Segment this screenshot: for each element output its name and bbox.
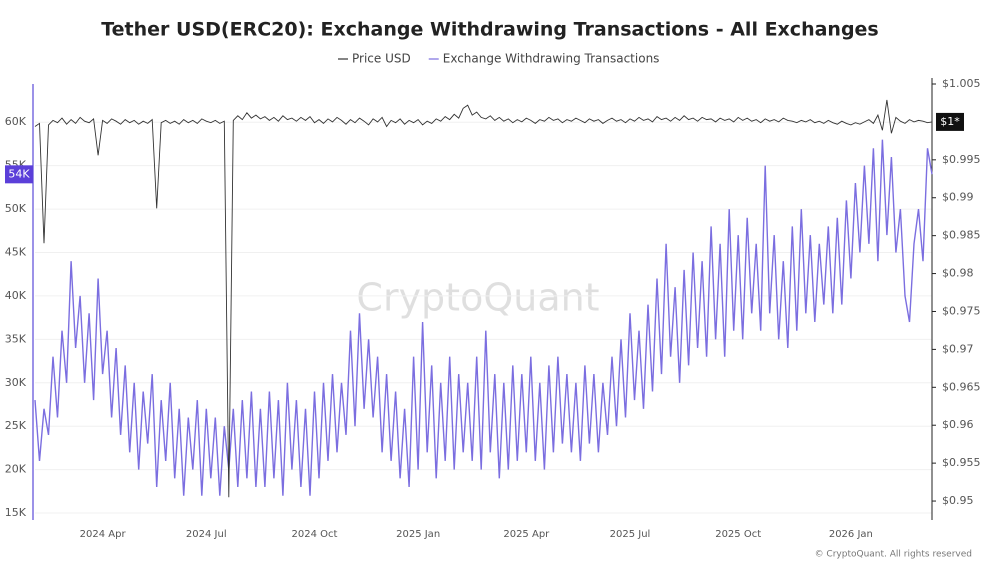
y2-tick-label: $0.97 — [942, 342, 974, 355]
y-tick-label: 15K — [5, 506, 27, 519]
y-tick-label: 30K — [5, 376, 27, 389]
y-tick-label: 40K — [5, 289, 27, 302]
x-tick-label: 2024 Jul — [186, 529, 227, 540]
value-badge-label: 54K — [8, 167, 30, 180]
x-tick-label: 2025 Apr — [503, 529, 550, 540]
y-tick-label: 60K — [5, 115, 27, 128]
x-tick-label: 2025 Jul — [610, 529, 651, 540]
x-tick-label: 2025 Oct — [715, 529, 761, 540]
y2-tick-label: $0.99 — [942, 191, 974, 204]
x-tick-label: 2025 Jan — [396, 529, 440, 540]
y2-tick-label: $0.96 — [942, 418, 974, 431]
y2-tick-label: $0.98 — [942, 267, 974, 280]
series-line — [34, 99, 933, 498]
y2-tick-label: $0.965 — [942, 380, 981, 393]
y-tick-label: 25K — [5, 419, 27, 432]
y-tick-label: 45K — [5, 245, 27, 258]
y2-tick-label: $0.975 — [942, 304, 981, 317]
value-badge — [5, 165, 33, 184]
legend-label: Price USD — [352, 52, 411, 66]
y-tick-label: 35K — [5, 332, 27, 345]
y2-tick-label: $0.95 — [942, 494, 974, 507]
y2-tick-label: $0.955 — [942, 456, 981, 469]
x-tick-label: 2024 Oct — [292, 529, 338, 540]
value-badge-label: $1* — [940, 115, 960, 128]
y2-tick-label: $0.985 — [942, 229, 981, 242]
y2-tick-label: $1.005 — [942, 77, 981, 90]
value-badge — [936, 112, 964, 131]
legend: Price USD Exchange Withdrawing Transactio… — [338, 52, 659, 66]
series-line — [34, 139, 933, 496]
footer: © CryptoQuant. All rights reserved — [815, 550, 972, 560]
watermark: CryptoQuant — [356, 276, 599, 320]
y-tick-label: 20K — [5, 463, 27, 476]
y2-tick-label: $0.995 — [942, 153, 981, 166]
x-tick-label: 2024 Apr — [80, 529, 127, 540]
x-tick-label: 2026 Jan — [829, 529, 873, 540]
legend-label: Exchange Withdrawing Transactions — [443, 52, 660, 66]
y-tick-label: 50K — [5, 202, 27, 215]
chart-title: Tether USD(ERC20): Exchange Withdrawing … — [101, 19, 879, 41]
